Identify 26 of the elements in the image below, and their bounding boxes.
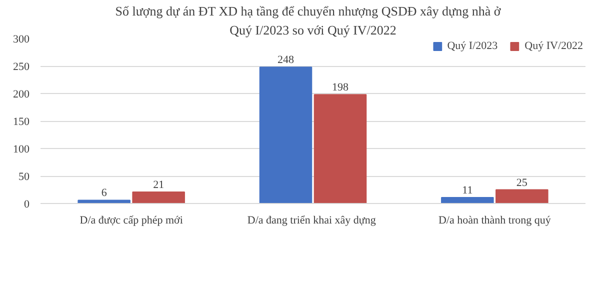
legend-label: Quý I/2023: [447, 40, 498, 52]
y-tick-label: 150: [13, 116, 30, 128]
data-label: 6: [101, 187, 108, 200]
bar: [78, 200, 130, 204]
y-tick-label: 300: [13, 34, 30, 46]
bar: [132, 191, 185, 204]
bar: [314, 94, 367, 204]
data-label: 25: [516, 176, 528, 189]
chart-subtitle: Quý I/2023 so với Quý IV/2022: [230, 22, 396, 38]
data-label: 11: [462, 184, 473, 196]
data-label: 198: [332, 82, 349, 94]
chart-title: Số lượng dự án ĐT XD hạ tầng để chuyển nhượng QSDĐ xây dựng nhà ở: [115, 4, 502, 18]
y-tick-label: 200: [13, 88, 30, 100]
y-tick-label: 50: [18, 171, 30, 183]
bar: [441, 196, 494, 204]
data-label: 248: [278, 54, 294, 66]
y-tick-label: 250: [13, 61, 30, 73]
bar: [259, 66, 312, 204]
data-label: 21: [153, 178, 164, 191]
legend-label: Quý IV/2022: [524, 40, 583, 52]
x-tick-label: D/a được cấp phép mới: [80, 214, 183, 226]
bar: [496, 189, 548, 204]
y-tick-label: 100: [13, 144, 30, 156]
x-tick-label: D/a hoàn thành trong quý: [438, 214, 552, 226]
x-tick-label: D/a đang triển khai xây dựng: [247, 214, 376, 226]
y-tick-label: 0: [24, 198, 30, 210]
